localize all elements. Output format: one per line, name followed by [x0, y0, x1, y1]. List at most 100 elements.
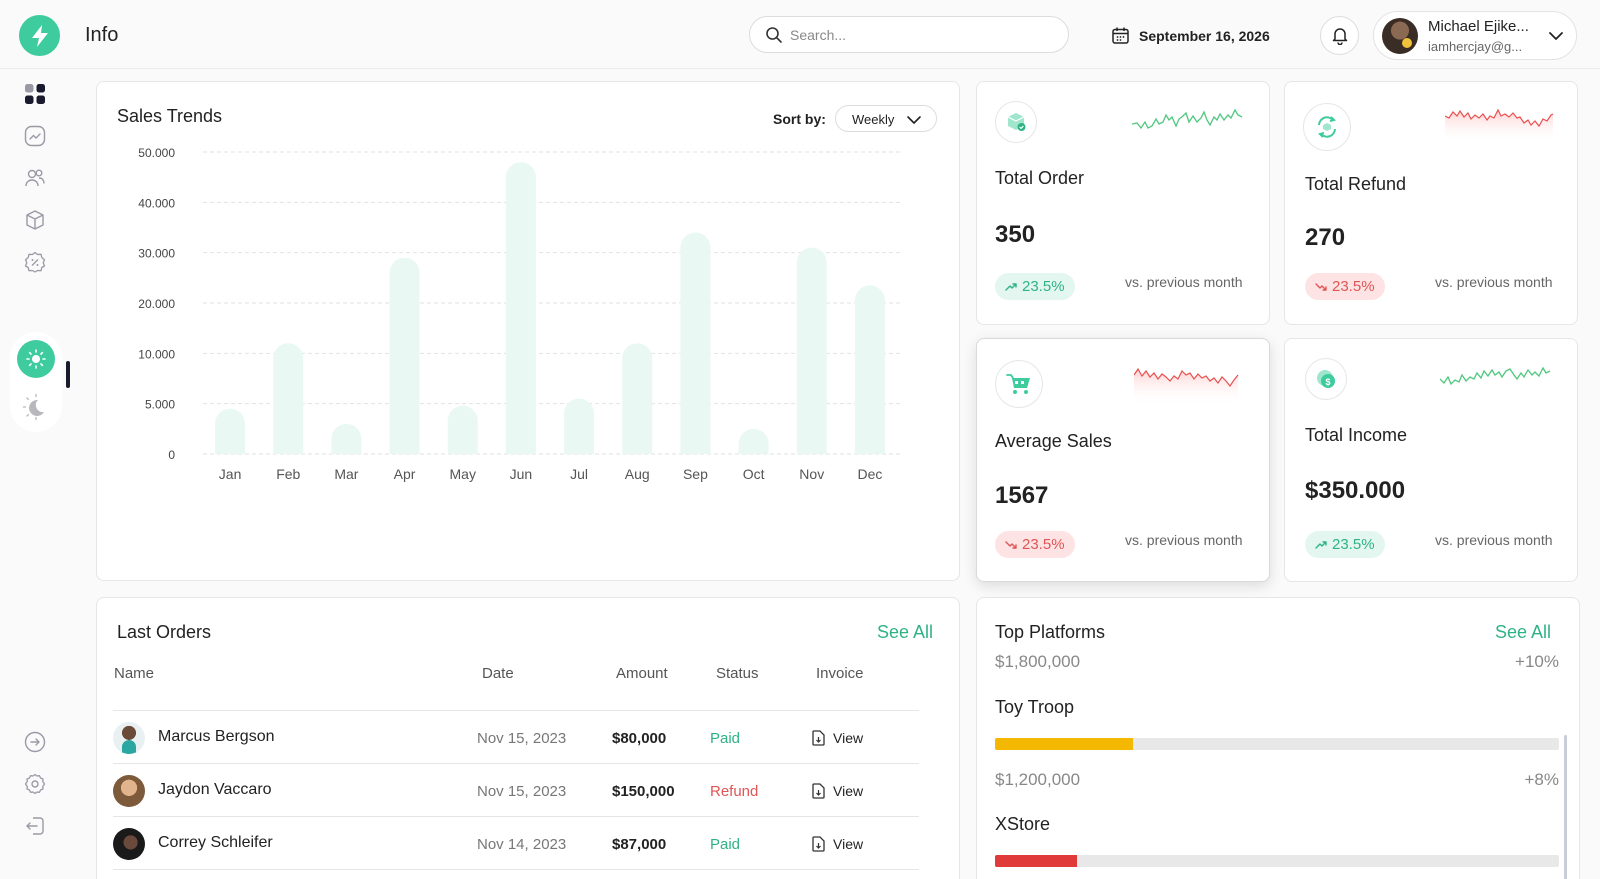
sort-value: Weekly	[852, 112, 895, 127]
view-invoice-button[interactable]: View	[811, 730, 863, 746]
orders-see-all-link[interactable]: See All	[877, 622, 934, 642]
app-logo[interactable]	[19, 15, 60, 56]
sidebar	[0, 70, 74, 879]
column-header-invoice[interactable]: Invoice	[816, 665, 864, 682]
theme-toggle	[10, 332, 62, 432]
scrollbar[interactable]	[1564, 735, 1567, 879]
table-row[interactable]: Marcus Bergson Nov 15, 2023 $80,000 Paid…	[113, 711, 919, 764]
avatar	[113, 722, 145, 754]
y-axis-tick-label: 0	[168, 448, 175, 462]
avatar	[113, 828, 145, 860]
sales-bar-chart: 0 5.000 10.000 20.000 30.000 40.000 50.000 Jan F…	[138, 146, 901, 482]
column-header-name[interactable]: Name	[114, 665, 155, 682]
box-icon[interactable]	[22, 207, 48, 233]
dashboard-icon[interactable]	[22, 81, 48, 107]
order-date: Nov 15, 2023	[477, 730, 567, 747]
search-input[interactable]	[790, 25, 1050, 45]
view-invoice-button[interactable]: View	[811, 836, 863, 852]
sort-label: Sort by:	[773, 111, 826, 127]
kpi-card-total-refund[interactable]: Total Refund 270 23.5% vs. previous mont…	[1284, 81, 1578, 325]
chart-bar	[622, 343, 653, 454]
chart-bar	[796, 247, 827, 454]
x-axis-tick-label: Apr	[394, 466, 416, 482]
sparkline-average-sales	[1134, 367, 1239, 405]
platform-name: Toy Troop	[995, 697, 1075, 717]
kpi-compare-text: vs. previous month	[1125, 274, 1243, 290]
settings-icon[interactable]	[22, 771, 48, 797]
chart-bar	[564, 398, 595, 454]
user-menu[interactable]: Michael Ejike... iamhercjay@g...	[1373, 11, 1577, 60]
platform-name: XStore	[995, 814, 1051, 834]
cart-icon	[995, 360, 1043, 408]
x-axis-tick-label: Oct	[743, 466, 765, 482]
kpi-compare-text: vs. previous month	[1125, 532, 1243, 548]
kpi-card-total-income[interactable]: $ Total Income $350.000 23.5% vs. previo…	[1284, 338, 1578, 582]
chart-bar	[273, 343, 304, 454]
customer-name: Correy Schleifer	[158, 834, 273, 851]
users-icon[interactable]	[22, 165, 48, 191]
chart-bar	[215, 408, 246, 454]
trend-up-icon	[1005, 282, 1017, 291]
top-platforms-card: Top Platforms See All $1,800,000 +10% To…	[976, 597, 1580, 879]
invoice-label: View	[833, 783, 864, 799]
page-title: Info	[85, 24, 119, 46]
kpi-value: 1567	[995, 482, 1049, 509]
chevron-down-icon[interactable]	[1547, 27, 1565, 45]
y-axis-tick-label: 50.000	[138, 146, 175, 160]
date-display[interactable]: September 16, 2026	[1111, 26, 1270, 45]
sparkline-total-order	[1132, 108, 1243, 130]
arrow-right-circle-icon[interactable]	[22, 729, 48, 755]
moon-icon	[22, 393, 44, 421]
kpi-card-average-sales[interactable]: Average Sales 1567 23.5% vs. previous mo…	[976, 338, 1270, 582]
kpi-change-value: 23.5%	[1022, 536, 1065, 553]
column-header-amount[interactable]: Amount	[616, 665, 668, 682]
discount-icon[interactable]	[22, 249, 48, 275]
table-row[interactable]: Correy Schleifer Nov 14, 2023 $87,000 Pa…	[113, 817, 919, 870]
sort-dropdown[interactable]: Weekly	[835, 105, 937, 132]
svg-text:$: $	[1325, 377, 1330, 387]
dark-mode-button[interactable]	[17, 388, 55, 426]
logout-icon[interactable]	[22, 813, 48, 839]
platforms-see-all-link[interactable]: See All	[1495, 622, 1552, 642]
order-status: Refund	[710, 783, 759, 800]
kpi-change-value: 23.5%	[1332, 278, 1375, 295]
x-axis-tick-label: May	[450, 466, 476, 482]
user-name: Michael Ejike...	[1428, 18, 1529, 35]
box-check-icon	[995, 101, 1037, 143]
lightning-icon	[31, 24, 48, 47]
kpi-change-badge: 23.5%	[995, 273, 1075, 300]
x-axis-tick-label: Dec	[857, 466, 882, 482]
x-axis-tick-label: Sep	[683, 466, 708, 482]
sparkline-total-income	[1440, 366, 1551, 386]
y-axis-tick-label: 20.000	[138, 297, 175, 311]
kpi-card-total-order[interactable]: Total Order 350 23.5% vs. previous month	[976, 81, 1270, 325]
search-bar[interactable]	[749, 16, 1069, 53]
chart-bar	[854, 285, 885, 454]
table-divider	[113, 710, 919, 711]
platform-change: +8%	[1524, 770, 1560, 789]
platform-amount: $1,800,000	[995, 652, 1081, 671]
sparkline-total-refund	[1445, 108, 1554, 144]
last-orders-card: Last Orders See All Name Date Amount Sta…	[96, 597, 960, 879]
customer-name: Jaydon Vaccaro	[158, 781, 272, 798]
sidebar-active-indicator	[66, 361, 70, 388]
column-header-date[interactable]: Date	[482, 665, 514, 682]
light-mode-button[interactable]	[17, 340, 55, 378]
notifications-button[interactable]	[1320, 16, 1359, 55]
platform-change: +10%	[1515, 652, 1559, 671]
analytics-icon[interactable]	[22, 123, 48, 149]
avatar	[113, 775, 145, 807]
kpi-title: Average Sales	[995, 431, 1112, 451]
search-icon	[766, 27, 782, 43]
column-header-status[interactable]: Status	[716, 665, 759, 682]
y-axis-tick-label: 40.000	[138, 196, 175, 210]
view-invoice-button[interactable]: View	[811, 783, 863, 799]
sun-icon	[26, 349, 46, 369]
chart-bar	[389, 257, 420, 454]
trend-down-icon	[1315, 282, 1327, 291]
bell-icon	[1332, 28, 1347, 45]
document-icon	[812, 783, 825, 799]
table-row[interactable]: Jaydon Vaccaro Nov 15, 2023 $150,000 Ref…	[113, 764, 919, 817]
order-date: Nov 14, 2023	[477, 836, 567, 853]
top-platforms-title: Top Platforms	[995, 622, 1106, 642]
